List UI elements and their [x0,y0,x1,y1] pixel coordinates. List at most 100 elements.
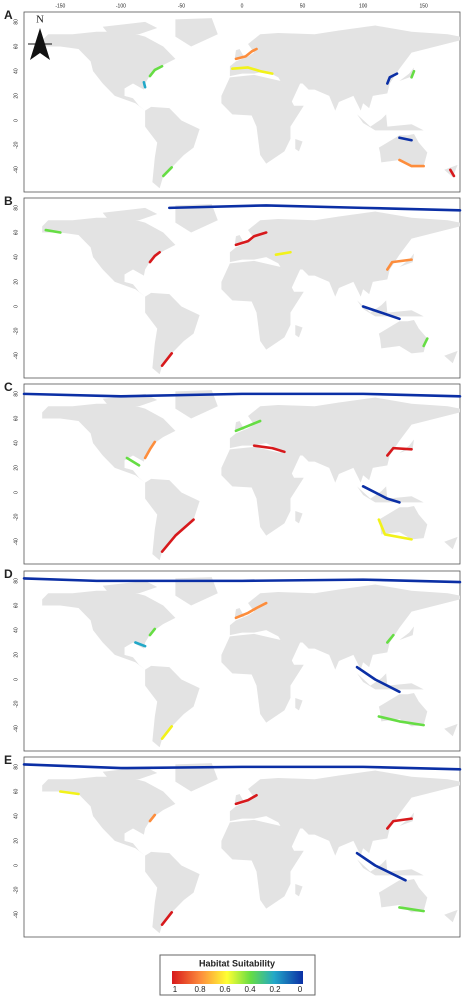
latitude-tick-label: 40 [13,627,19,633]
map-panel: B 80 60 40 20 0 -20 -40 [4,194,460,379]
latitude-tick-label: 40 [13,68,19,74]
suitability-coast [363,486,399,502]
suitability-coast [163,167,171,176]
latitude-tick-label: 0 [13,305,19,308]
suitability-coast [162,353,172,365]
legend-tick-label: 1 [173,985,178,994]
suitability-coast [387,260,411,270]
suitability-coast [24,394,460,396]
legend-tick-label: 0.8 [194,985,206,994]
latitude-tick-label: 20 [13,838,19,844]
panel-label: E [4,753,12,767]
map-panel: A 80 60 40 20 0 -20 -40 [4,8,461,193]
suitability-coast [379,520,412,540]
longitude-tick-label: -150 [55,3,65,9]
latitude-tick-label: -20 [13,141,19,148]
panel-label: B [4,194,13,208]
north-label: N [36,14,44,26]
suitability-coast [387,74,397,84]
world-map [42,204,460,375]
suitability-coast [162,520,193,552]
latitude-tick-label: 40 [13,254,19,260]
suitability-coast [150,252,160,262]
legend-tick-label: 0.6 [219,985,231,994]
suitability-coast [46,230,61,232]
latitude-tick-label: -20 [13,700,19,707]
world-map [24,390,460,561]
north-arrow: N [28,14,52,60]
suitability-coast [450,170,454,176]
suitability-coast [399,138,411,140]
latitude-tick-label: -20 [13,886,19,893]
suitability-coast [276,252,291,254]
world-map [42,18,460,189]
legend-tick-label: 0 [298,985,303,994]
suitability-coast [150,66,162,76]
suitability-coast [357,667,399,692]
suitability-coast [162,912,172,924]
map-panel: E 80 60 40 20 0 -20 -40 [4,753,460,938]
latitude-tick-label: 80 [13,391,19,397]
longitude-tick-label: 0 [241,3,244,9]
latitude-tick-label: 80 [13,205,19,211]
suitability-coast [379,716,424,725]
longitude-tick-label: -100 [116,3,126,9]
panel-label: C [4,380,13,394]
suitability-coast [236,233,266,245]
longitude-tick-label: 100 [359,3,368,9]
latitude-tick-label: 0 [13,491,19,494]
latitude-tick-label: -40 [13,352,19,359]
world-map [24,763,460,934]
latitude-tick-label: 60 [13,416,19,422]
latitude-tick-label: -40 [13,725,19,732]
latitude-tick-label: 20 [13,279,19,285]
suitability-coast [236,795,257,804]
latitude-tick-label: 60 [13,603,19,609]
suitability-coast [424,339,428,346]
latitude-tick-label: -20 [13,513,19,520]
latitude-tick-label: 20 [13,465,19,471]
suitability-coast [387,448,411,455]
suitability-coast [232,67,272,73]
suitability-coast [236,603,266,618]
suitability-coast [357,853,405,880]
latitude-tick-label: 40 [13,813,19,819]
legend-colorbar [172,971,303,984]
suitability-coast [24,578,460,582]
world-map [24,577,460,748]
suitability-coast [150,629,155,635]
latitude-tick-label: 60 [13,789,19,795]
latitude-tick-label: 80 [13,764,19,770]
suitability-coast [145,442,155,458]
latitude-tick-label: -40 [13,538,19,545]
latitude-tick-label: -40 [13,911,19,918]
suitability-coast [127,458,139,465]
suitability-coast [387,819,411,829]
longitude-tick-label: 150 [419,3,428,9]
longitude-tick-label: 50 [300,3,306,9]
latitude-tick-label: -20 [13,327,19,334]
suitability-coast [399,160,423,166]
longitude-tick-label: -50 [178,3,185,9]
suitability-coast [399,907,423,911]
latitude-tick-label: 60 [13,230,19,236]
latitude-tick-label: 40 [13,440,19,446]
suitability-coast [412,71,414,77]
suitability-coast [363,306,399,318]
suitability-coast [387,635,393,642]
suitability-coast [135,643,145,647]
latitude-tick-label: 0 [13,119,19,122]
suitability-coast [60,792,78,794]
suitability-coast [150,815,155,821]
panel-label: D [4,567,13,581]
suitability-coast [162,726,172,738]
latitude-tick-label: 80 [13,19,19,25]
latitude-tick-label: 20 [13,93,19,99]
map-panel: D 80 60 40 20 0 -20 -40 [4,567,460,752]
map-panel: C 80 60 40 20 0 -20 -40 [4,380,460,565]
latitude-tick-label: 60 [13,44,19,50]
latitude-tick-label: -40 [13,166,19,173]
panel-label: A [4,8,13,22]
